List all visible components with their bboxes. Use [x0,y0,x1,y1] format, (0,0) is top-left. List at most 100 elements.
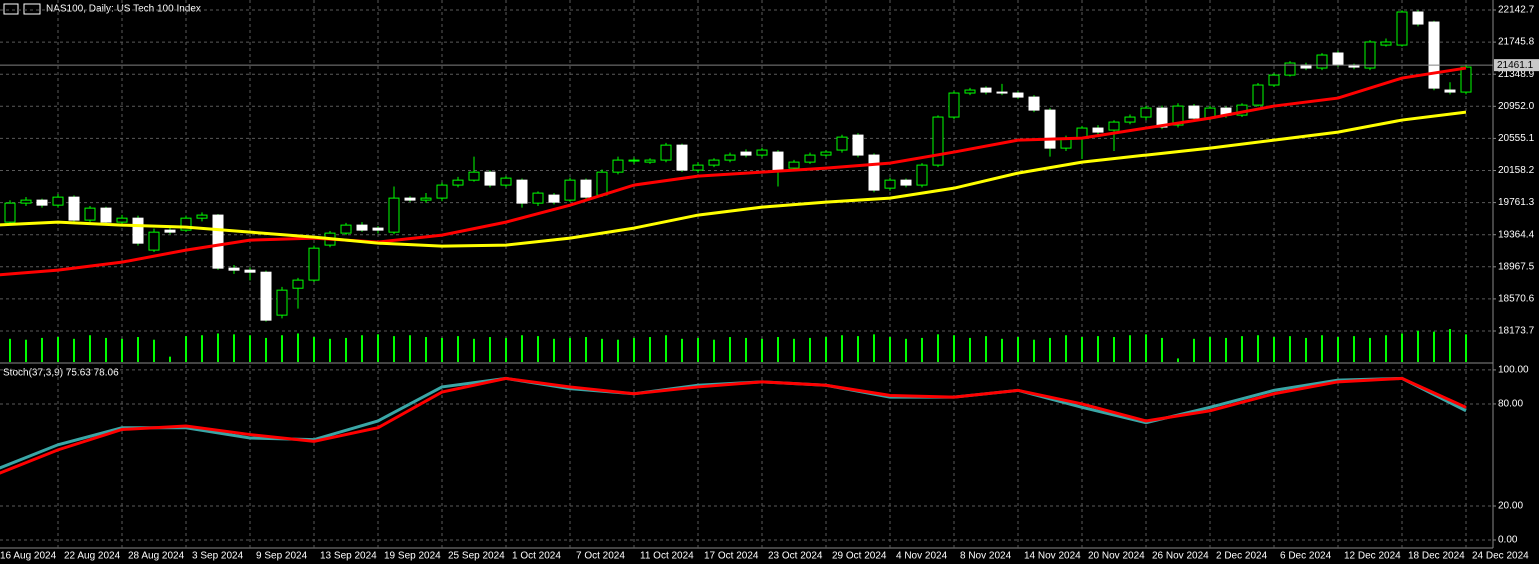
candle-body [708,159,720,166]
icon [3,3,19,15]
candle-body [500,177,512,186]
chart-title: NAS100, Daily: US Tech 100 Index [46,4,201,15]
indicator-title: Stoch(37,3,9) 75.63 78.06 [3,368,119,379]
x-tick-label: 29 Oct 2024 [832,551,887,562]
candle-body [228,267,240,271]
candle-body [260,271,272,321]
volume-bar [233,334,235,362]
candle-body [180,217,192,231]
volume-bar [441,337,443,362]
volume-bar [745,337,747,362]
x-tick-label: 14 Nov 2024 [1024,551,1081,562]
candle-body [164,229,176,233]
x-tick-label: 12 Dec 2024 [1344,551,1401,562]
x-tick-label: 28 Aug 2024 [128,551,185,562]
candle-body [1316,54,1328,69]
volume-bar [1113,337,1115,362]
candle-body [1044,109,1056,149]
candle-body [596,171,608,196]
candle-body [1460,66,1472,93]
volume-bar [473,338,475,362]
y-tick-label: 18570.6 [1498,294,1535,305]
last-price-label: 21461.1 [1497,60,1534,71]
volume-bar [265,337,267,362]
x-tick-label: 18 Dec 2024 [1408,551,1465,562]
candle-body [1108,121,1120,131]
volume-bar [345,337,347,362]
volume-bar [985,336,987,362]
candle-body [484,171,496,186]
candle-body [1028,96,1040,111]
candle-body [1268,74,1280,86]
volume-bar [585,337,587,362]
candle-body [468,171,480,181]
volume-bar [793,338,795,362]
volume-bar [1417,330,1419,362]
x-tick-label: 26 Nov 2024 [1152,551,1209,562]
indicator-line [0,110,1467,248]
volume-bar [1449,329,1451,362]
candle-body [292,279,304,289]
volume-bar [825,337,827,362]
candle-body [692,164,704,171]
volume-bar [185,336,187,362]
volume-bar [1033,339,1035,362]
y-tick-label: 80.00 [1498,399,1523,410]
volume-bar [969,337,971,362]
volume-bar [1209,337,1211,362]
candle-body [772,151,784,171]
icon [23,3,41,15]
candle-body [964,89,976,94]
y-tick-label: 19364.4 [1498,229,1535,240]
volume-bar [1049,337,1051,362]
candle-body [1140,107,1152,118]
candle-body [996,91,1008,94]
volume-bar [1065,335,1067,362]
candle-body [820,151,832,156]
volume-bar [9,338,11,362]
y-tick-label: 20555.1 [1498,133,1535,144]
volume-bar [953,335,955,362]
y-tick-label: 20158.2 [1498,165,1535,176]
y-tick-label: 22142.7 [1498,5,1535,16]
volume-bar [729,337,731,362]
last-price-box [1494,59,1539,72]
x-tick-label: 6 Dec 2024 [1280,551,1332,562]
candle-body [4,202,16,223]
x-tick-label: 7 Oct 2024 [576,551,625,562]
y-tick-label: 18173.7 [1498,326,1535,337]
candle-body [1188,105,1200,119]
candle-body [516,179,528,204]
candle-body [724,154,736,161]
volume-bar [1257,335,1259,362]
x-tick-label: 8 Nov 2024 [960,551,1012,562]
candle-body [340,224,352,234]
candle-body [788,161,800,169]
y-tick-label: 19761.3 [1498,197,1535,208]
candle-body [452,179,464,186]
y-tick-label: 0.00 [1498,535,1518,546]
volume-bar [393,336,395,362]
volume-bar [153,339,155,362]
candle-body [580,179,592,198]
candle-body [52,196,64,206]
candle-body [436,184,448,199]
candle-body [372,227,384,231]
volume-bar [297,333,299,362]
volume-bar [521,335,523,362]
volume-bar [1369,337,1371,362]
candle-body [612,159,624,173]
volume-bar [1097,336,1099,362]
volume-bar [873,334,875,362]
volume-bar [73,338,75,362]
volume-bar [1385,335,1387,362]
candle-body [852,134,864,156]
x-tick-label: 2 Dec 2024 [1216,551,1268,562]
volume-bar [681,338,683,362]
candle-body [980,87,992,93]
candle-body [932,116,944,166]
candle-body [900,179,912,186]
x-tick-label: 20 Nov 2024 [1088,551,1145,562]
